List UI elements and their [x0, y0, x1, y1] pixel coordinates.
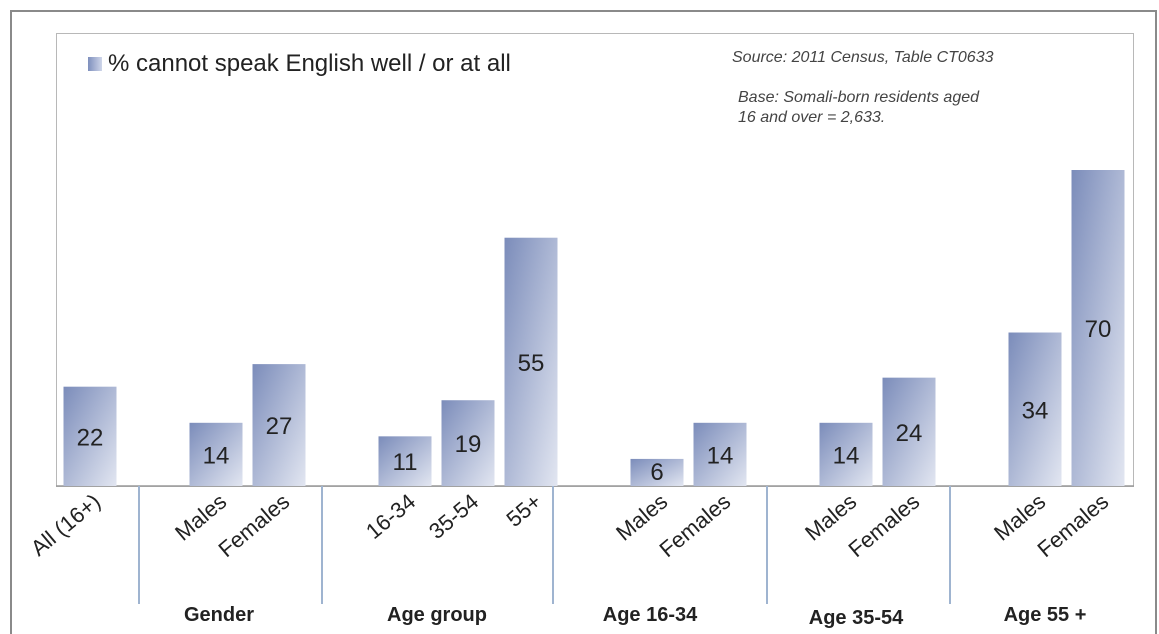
bar-value-label: 11: [393, 449, 418, 476]
category-label: 35-54: [424, 489, 483, 544]
group-label: Age group: [387, 604, 487, 626]
bar: [1008, 332, 1062, 486]
base-note-line-1: Base: Somali-born residents aged: [738, 89, 980, 106]
legend: % cannot speak English well / or at all: [88, 50, 511, 78]
bar: [441, 400, 495, 486]
category-label: All (16+): [26, 489, 105, 561]
source-note: Source: 2011 Census, Table CT0633: [732, 49, 994, 66]
bar-value-label: 34: [1022, 397, 1049, 424]
bar-value-label: 22: [77, 424, 104, 451]
bar: [504, 237, 558, 486]
bar: [189, 422, 243, 486]
bar: [378, 436, 432, 486]
bar-value-label: 14: [203, 442, 230, 469]
bar: [630, 458, 684, 486]
category-label: 55+: [502, 489, 547, 532]
bar-value-label: 70: [1085, 316, 1112, 343]
legend-swatch: [88, 57, 102, 71]
bar-value-label: 19: [455, 431, 482, 458]
bar: [1071, 170, 1125, 486]
bar-value-label: 14: [833, 442, 860, 469]
group-label: Age 16-34: [603, 604, 698, 626]
bar: [882, 377, 936, 486]
bar: [63, 386, 117, 486]
chart-frame: [10, 10, 1157, 634]
group-label: Age 35-54: [809, 607, 904, 629]
category-label: 16-34: [361, 489, 420, 544]
bar-value-label: 27: [266, 413, 293, 440]
bar-value-label: 55: [518, 350, 545, 377]
bar: [252, 364, 306, 486]
category-label: Females: [844, 489, 925, 562]
bar-value-label: 24: [896, 420, 923, 447]
legend-label: % cannot speak English well / or at all: [108, 50, 511, 77]
group-label: Gender: [184, 604, 254, 626]
base-note: Base: Somali-born residents aged 16 and …: [738, 88, 1058, 128]
bar: [819, 422, 873, 486]
bar-value-label: 14: [707, 442, 734, 469]
base-note-line-2: 16 and over = 2,633.: [738, 109, 886, 126]
bar: [693, 422, 747, 486]
category-label: Females: [1033, 489, 1114, 562]
category-label: Females: [214, 489, 295, 562]
category-label: Females: [655, 489, 736, 562]
group-label: Age 55 +: [1004, 604, 1087, 626]
bar-value-label: 6: [650, 459, 663, 486]
